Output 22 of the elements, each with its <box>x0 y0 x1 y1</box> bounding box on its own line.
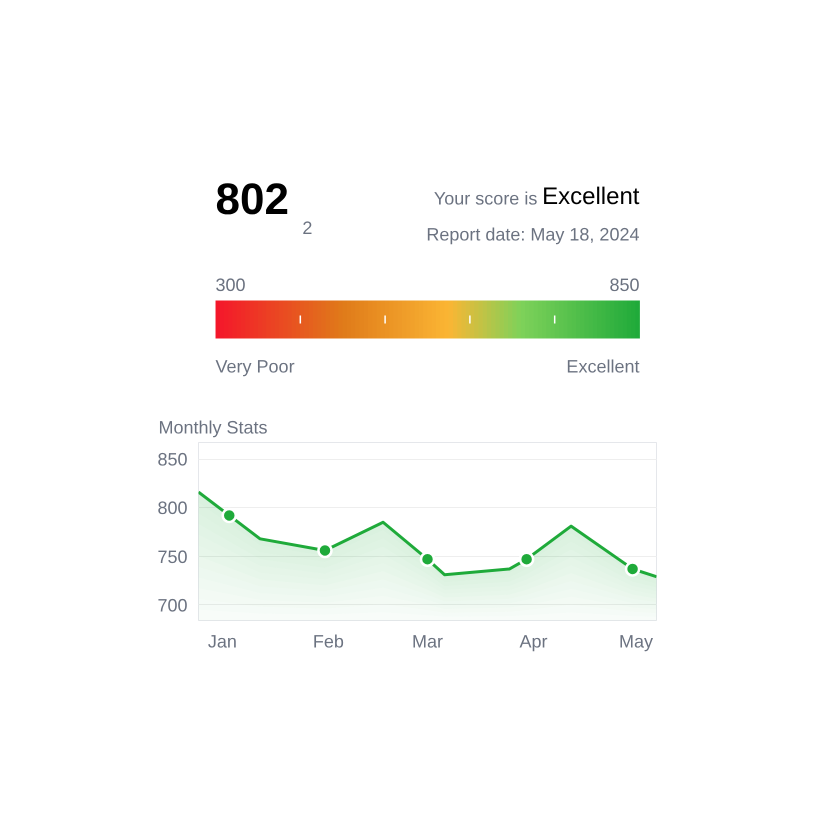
y-tick-label: 750 <box>157 546 188 567</box>
point <box>624 561 640 577</box>
chart-title: Monthly Stats <box>158 418 268 438</box>
x-tick-label: Feb <box>312 632 344 652</box>
text: Excellent <box>566 356 640 376</box>
y-tick-label: 800 <box>157 498 188 518</box>
text: Excellent <box>542 183 640 210</box>
text: Your score is <box>434 188 538 208</box>
text: Report date: May 18, 2024 <box>426 224 640 244</box>
text: 300 <box>216 275 246 295</box>
point <box>222 508 238 524</box>
text: 2 <box>302 218 312 238</box>
text: 850 <box>609 275 640 295</box>
y-tick-label: 850 <box>157 450 188 470</box>
x-tick-label: Apr <box>519 632 548 652</box>
point <box>420 551 436 567</box>
x-tick-label: Jan <box>208 632 237 652</box>
y-tick-label: 700 <box>157 595 188 616</box>
text: 802 <box>216 175 289 224</box>
text: Very Poor <box>216 356 295 376</box>
x-tick-label: Mar <box>412 632 444 652</box>
x-tick-label: May <box>618 632 654 652</box>
